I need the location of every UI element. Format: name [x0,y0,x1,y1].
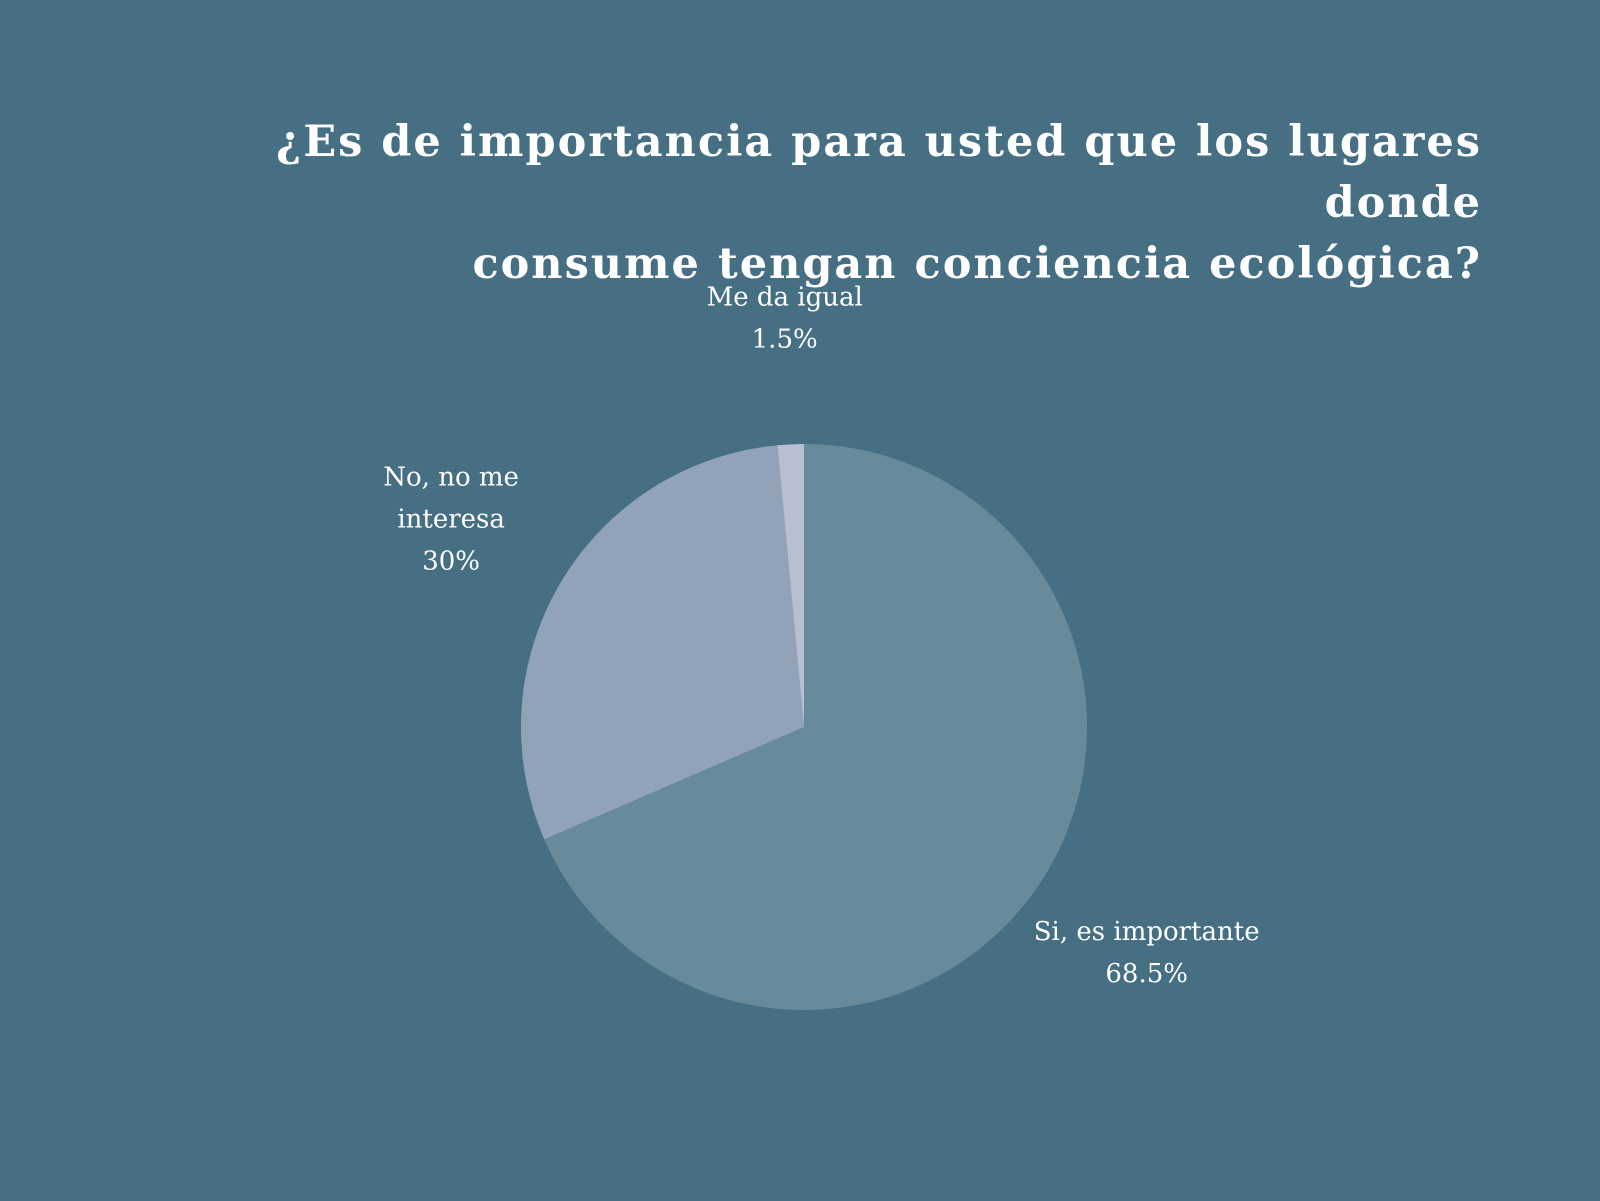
slice-category-label: Si, es importante [1034,917,1260,947]
slice-label-2: No, no me interesa 30% [383,462,519,576]
slice-label-3: Me da igual 1.5% [707,282,863,354]
pie-slices [521,444,1087,1010]
slice-value-label: 68.5% [1105,959,1188,989]
pie-slice-2 [521,445,804,840]
slice-category-label: No, no me [383,462,519,492]
slice-label-1: Si, es importante 68.5% [1034,917,1260,989]
chart-title-line-2: consume tengan conciencia ecológica? [472,239,1482,289]
pie-slice-1 [544,444,1087,1010]
slice-value-label: 1.5% [752,324,818,354]
slice-category-label: interesa [397,504,505,534]
chart-title-line-1: ¿Es de importancia para usted que los lu… [276,117,1482,228]
slice-category-label: Me da igual [707,282,863,312]
pie-slice-3 [777,444,804,727]
slice-value-label: 30% [422,546,480,576]
pie-labels: Si, es importante 68.5% No, no me interesa 3… [383,282,1259,989]
chart-title: ¿Es de importancia para usted que los lu… [182,112,1482,295]
